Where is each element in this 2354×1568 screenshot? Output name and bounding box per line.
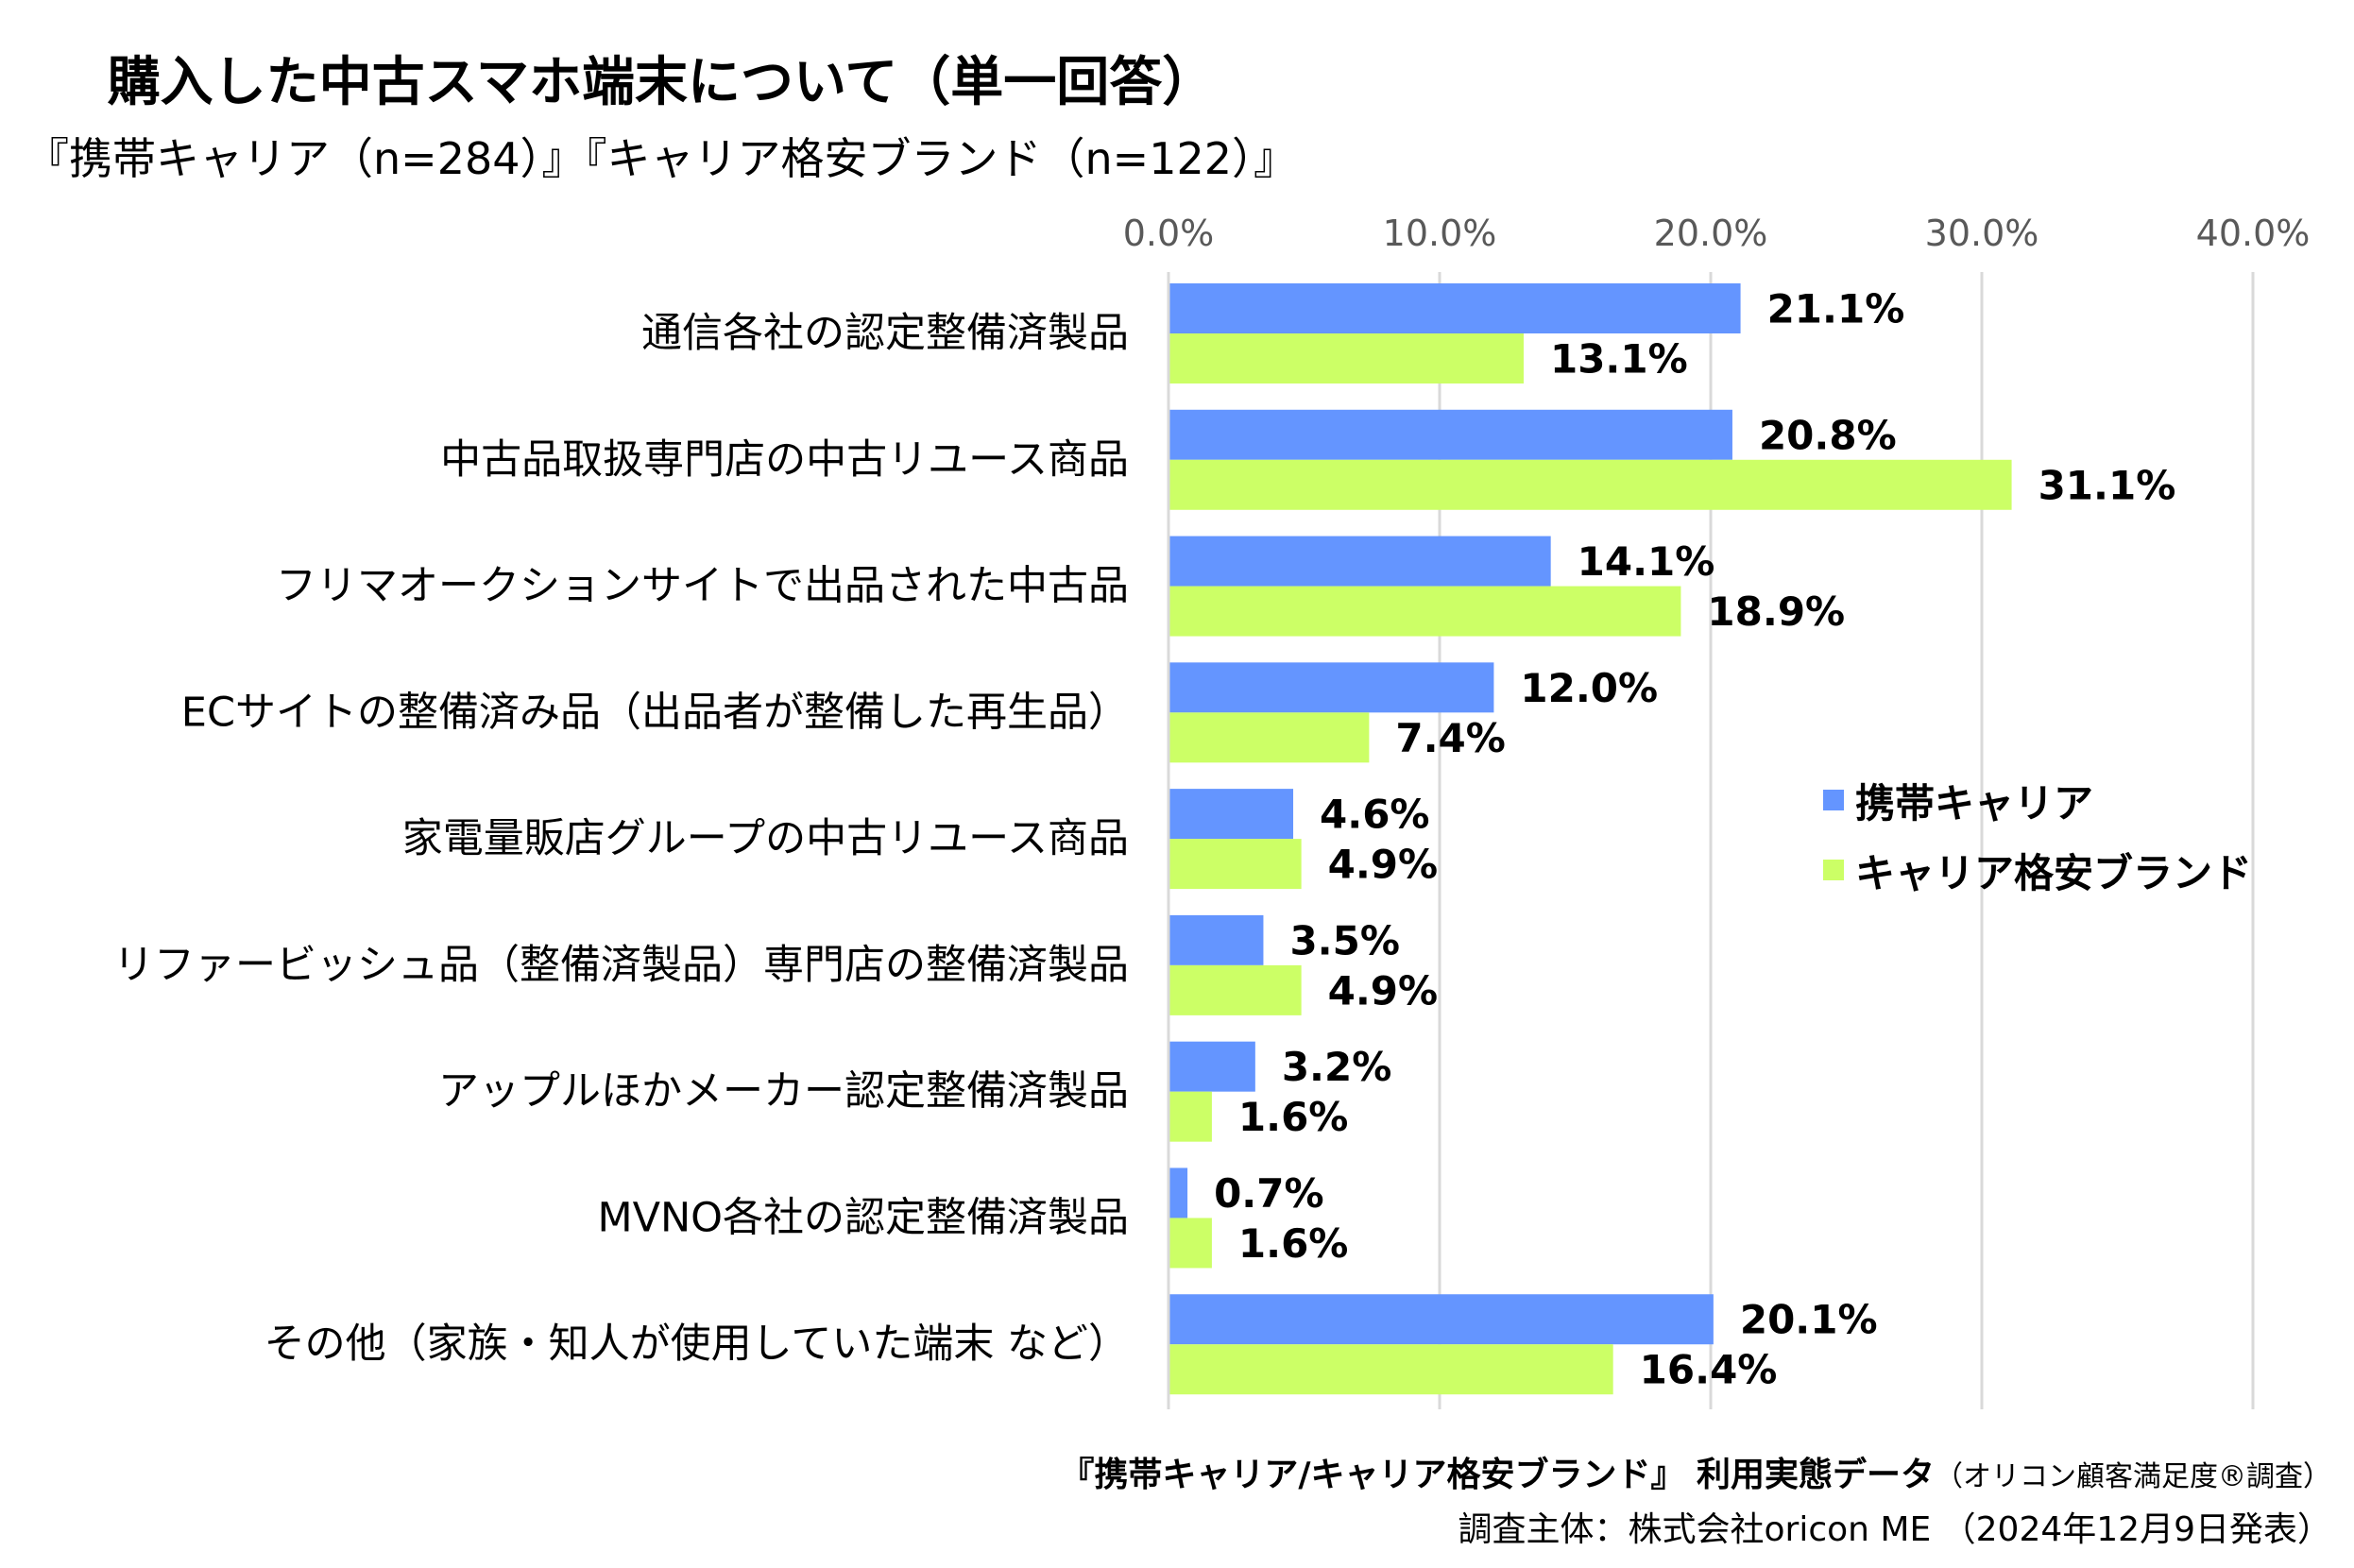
data-label: 13.1%	[1550, 336, 1688, 383]
category-label: 中古品取扱専門店の中古リユース商品	[440, 436, 1129, 484]
bar	[1168, 1218, 1212, 1269]
x-tick-label: 20.0%	[1654, 213, 1768, 254]
chart-subtitle: 『携帯キャリア（n=284）』『キャリア格安ブランド（n=122）』	[26, 133, 1297, 184]
category-label: フリマオークションサイトで出品された中古品	[276, 563, 1129, 610]
x-tick-label: 10.0%	[1383, 213, 1497, 254]
bar	[1168, 409, 1732, 460]
x-tick-label: 0.0%	[1123, 213, 1215, 254]
footer-publisher: 調査主体：株式会社oricon ME （2024年12月9日発表）	[1458, 1510, 2332, 1549]
data-label: 0.7%	[1214, 1170, 1323, 1217]
legend-item-budget-brand: キャリア格安ブランド	[1823, 835, 2252, 905]
data-label: 3.5%	[1289, 917, 1399, 963]
bar	[1168, 964, 1302, 1015]
data-label: 3.2%	[1282, 1044, 1391, 1090]
legend-label: キャリア格安ブランド	[1855, 849, 2253, 896]
data-label: 31.1%	[2038, 462, 2176, 508]
bar	[1168, 662, 1494, 713]
legend-swatch-budget-brand	[1823, 860, 1844, 880]
x-tick-label: 40.0%	[2196, 213, 2311, 254]
data-label: 4.6%	[1320, 792, 1429, 838]
legend-swatch-carrier	[1823, 790, 1844, 810]
footer-source: 『携帯キャリア/キャリア格安ブランド』 利用実態データ（オリコン顧客満足度®調査…	[1060, 1447, 2331, 1496]
bar	[1168, 712, 1370, 763]
footer-source-note: （オリコン顧客満足度®調査）	[1935, 1460, 2331, 1493]
category-label: ECサイトの整備済み品（出品者が整備した再生品）	[181, 689, 1129, 736]
data-label: 21.1%	[1767, 286, 1905, 332]
bar	[1168, 1167, 1188, 1219]
data-label: 14.1%	[1578, 538, 1715, 585]
bar	[1168, 1091, 1212, 1142]
data-label: 20.8%	[1759, 412, 1897, 458]
chart-title: 購入した中古スマホ端末について（単一回答）	[107, 52, 1216, 113]
category-label: 通信各社の認定整備済製品	[641, 310, 1129, 357]
category-label: リファービッシュ品（整備済製品）専門店の整備済製品	[113, 942, 1129, 989]
bar	[1168, 789, 1294, 840]
footer-source-title: 『携帯キャリア/キャリア格安ブランド』 利用実態データ	[1060, 1456, 1935, 1494]
bar	[1168, 536, 1551, 587]
data-label: 7.4%	[1395, 715, 1505, 761]
category-label: MVNO各社の認定整備済製品	[597, 1194, 1129, 1241]
bar	[1168, 333, 1524, 383]
category-label: 家電量販店グループの中古リユース商品	[402, 815, 1129, 862]
data-label: 16.4%	[1640, 1347, 1778, 1393]
bar	[1168, 839, 1302, 890]
legend: 携帯キャリア キャリア格安ブランド	[1823, 765, 2252, 905]
x-tick-label: 30.0%	[1925, 213, 2039, 254]
bar	[1168, 283, 1741, 333]
legend-item-carrier: 携帯キャリア	[1823, 765, 2252, 835]
bar	[1168, 1344, 1613, 1395]
category-label: アップルほかメーカー認定整備済製品	[438, 1068, 1129, 1116]
bar	[1168, 459, 2012, 510]
bar	[1168, 1041, 1255, 1092]
bar	[1168, 914, 1264, 965]
data-label: 4.9%	[1328, 842, 1438, 888]
data-label: 20.1%	[1740, 1297, 1878, 1343]
category-label: その他（家族・知人が使用していた端末 など）	[264, 1321, 1129, 1368]
data-label: 18.9%	[1707, 588, 1845, 635]
data-label: 12.0%	[1520, 665, 1658, 711]
bar	[1168, 586, 1681, 637]
data-label: 4.9%	[1328, 967, 1438, 1014]
data-label: 1.6%	[1238, 1094, 1348, 1140]
bar	[1168, 1294, 1714, 1345]
legend-label: 携帯キャリア	[1855, 779, 2094, 827]
data-label: 1.6%	[1238, 1220, 1348, 1267]
